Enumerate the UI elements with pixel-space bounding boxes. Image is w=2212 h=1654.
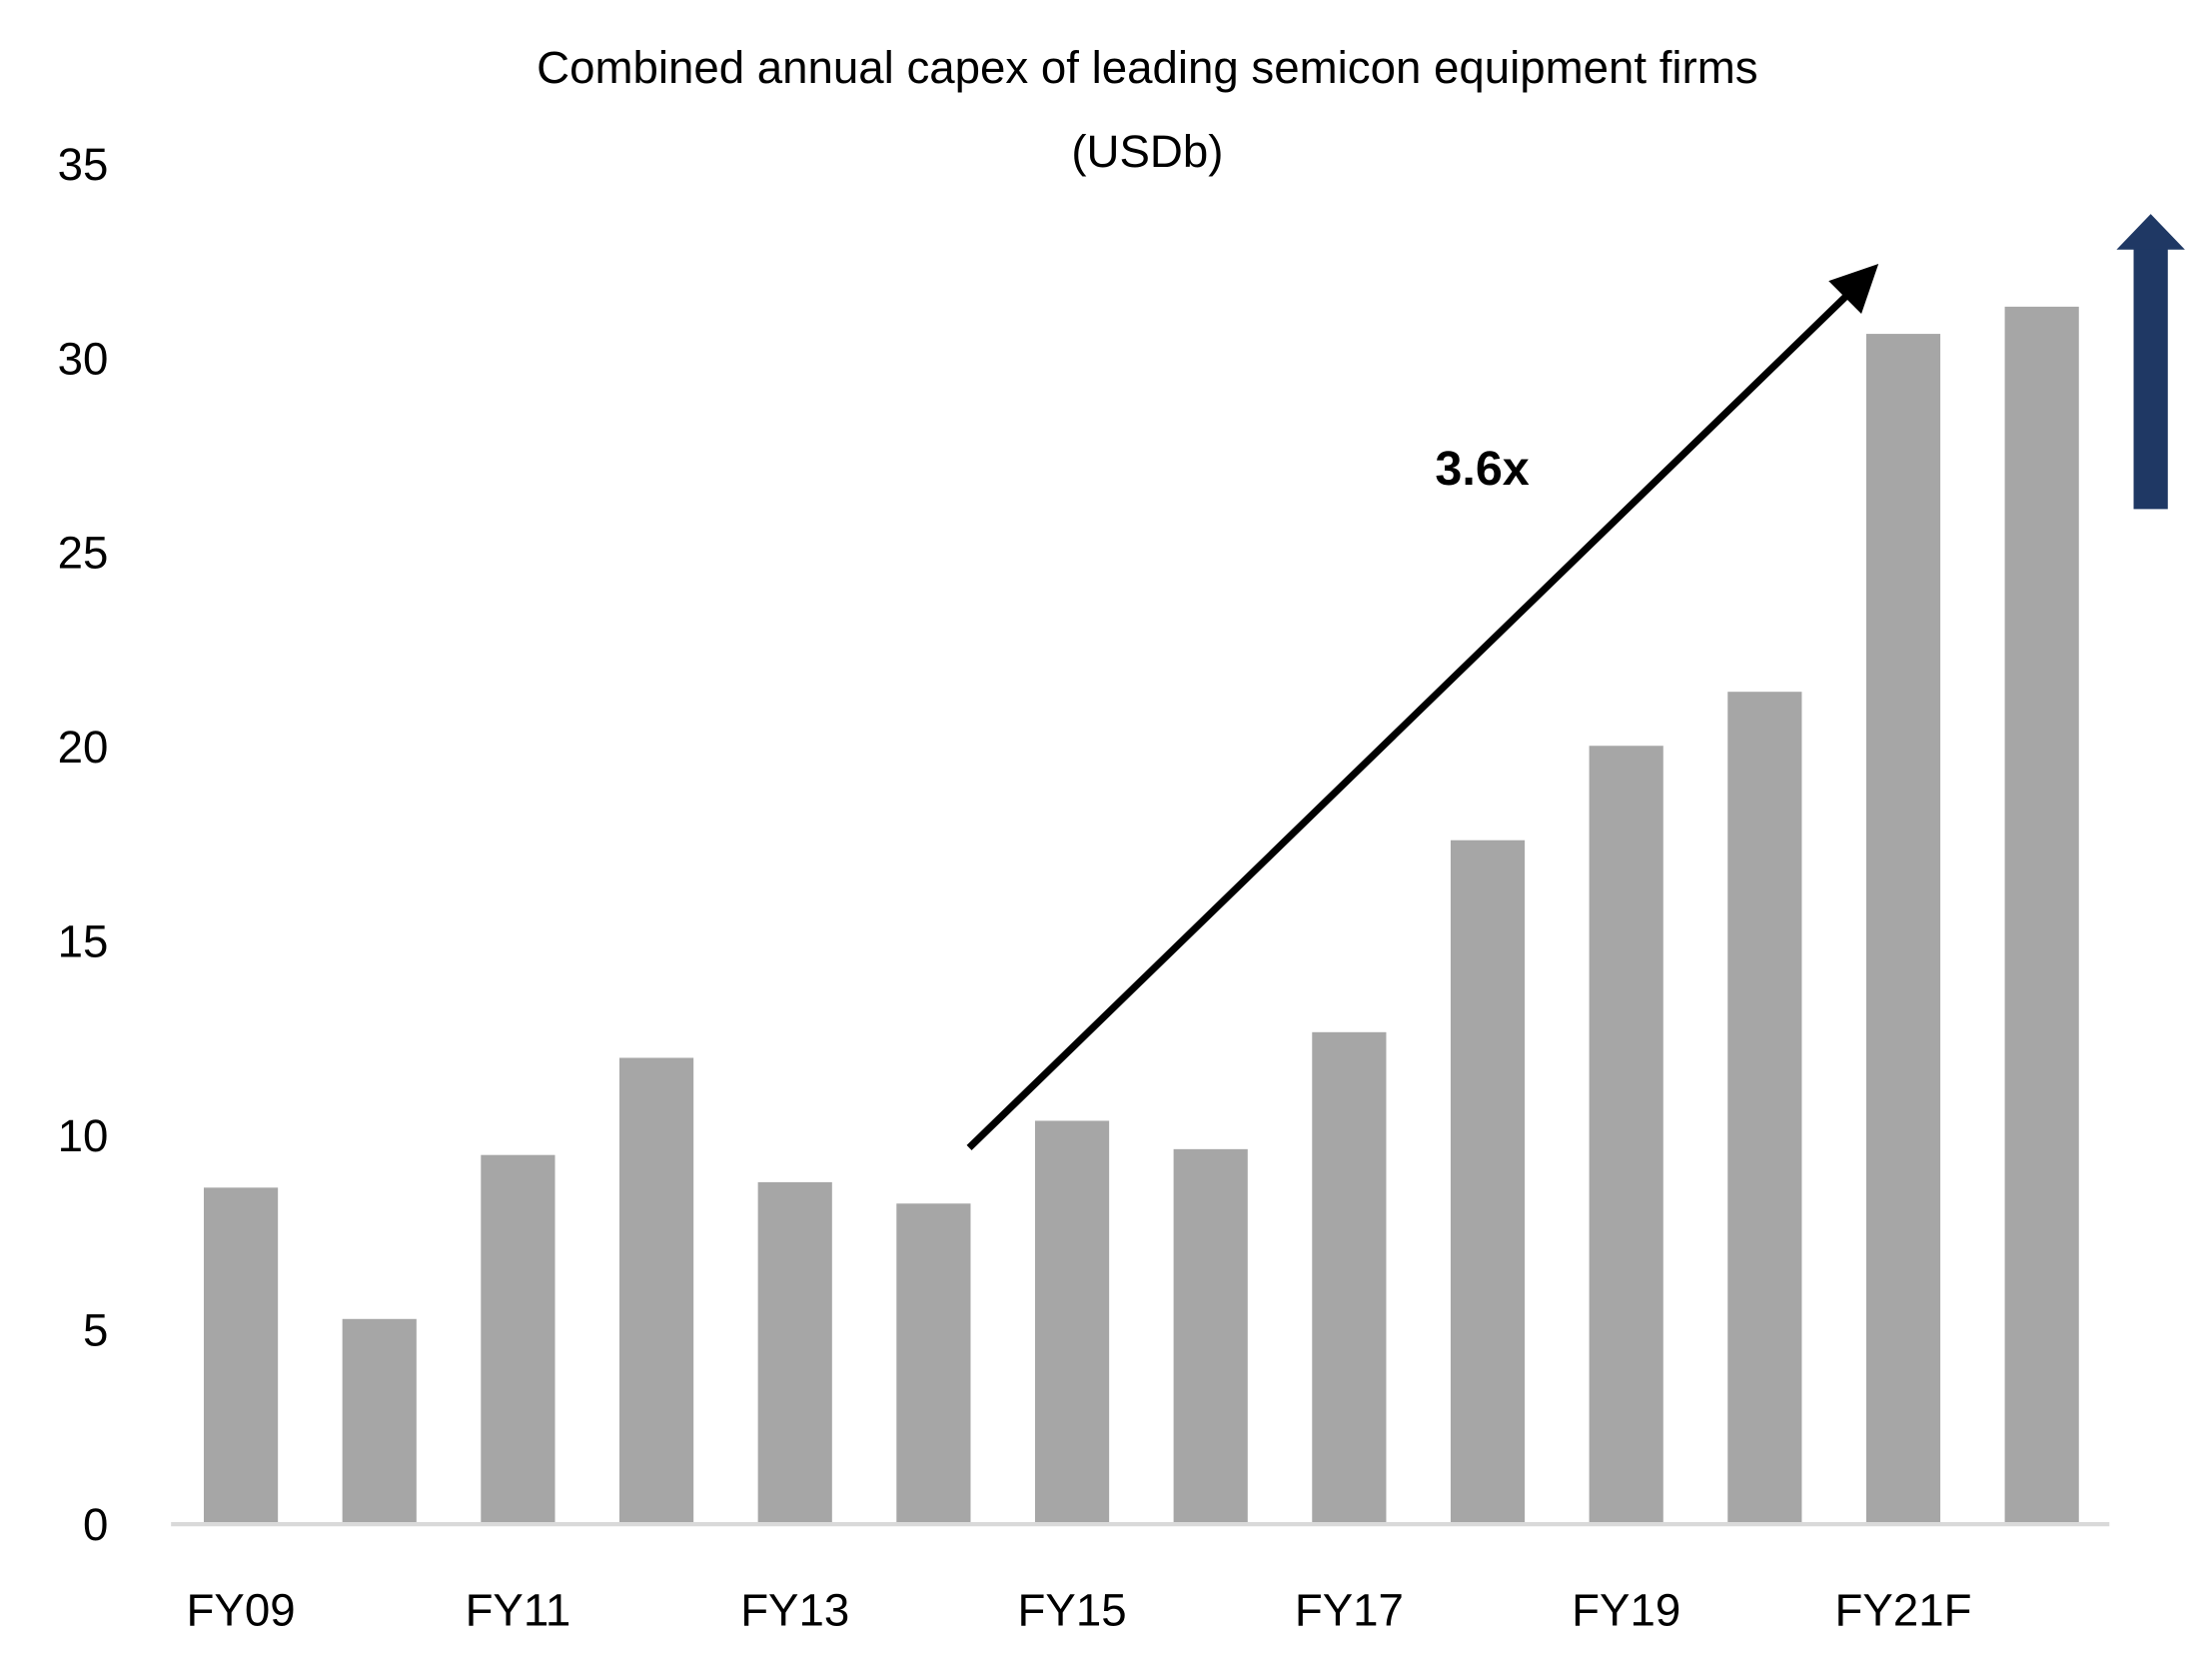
x-tick-label: FY15 bbox=[1018, 1584, 1127, 1635]
bar bbox=[896, 1203, 971, 1525]
y-tick-label: 5 bbox=[83, 1304, 108, 1355]
bar bbox=[1865, 334, 1941, 1525]
x-tick-label: FY19 bbox=[1572, 1584, 1680, 1635]
x-tick-label: FY21F bbox=[1835, 1584, 1972, 1635]
chart-title-line2: (USDb) bbox=[1071, 126, 1223, 177]
x-tick-label: FY17 bbox=[1295, 1584, 1404, 1635]
bar bbox=[203, 1187, 279, 1525]
growth-annotation: 3.6x bbox=[1435, 442, 1529, 496]
x-tick-label: FY13 bbox=[740, 1584, 849, 1635]
x-tick-label: FY11 bbox=[466, 1584, 571, 1635]
bar bbox=[342, 1318, 417, 1525]
y-tick-label: 15 bbox=[58, 916, 109, 967]
y-tick-label: 0 bbox=[83, 1499, 108, 1550]
y-tick-label: 30 bbox=[58, 333, 109, 384]
trend-up-arrow-icon bbox=[2116, 214, 2185, 510]
y-tick-label: 35 bbox=[58, 139, 109, 190]
x-tick-label: FY09 bbox=[187, 1584, 296, 1635]
bar bbox=[1034, 1120, 1110, 1525]
bar bbox=[1589, 746, 1663, 1525]
y-tick-label: 20 bbox=[58, 722, 109, 773]
growth-arrow bbox=[966, 264, 1879, 1151]
y-tick-label: 25 bbox=[58, 528, 109, 579]
bar bbox=[2004, 306, 2079, 1525]
bar bbox=[481, 1154, 555, 1525]
bar bbox=[1450, 839, 1526, 1525]
bar bbox=[1727, 692, 1802, 1525]
growth-arrow-head bbox=[1828, 264, 1879, 314]
bar bbox=[618, 1057, 694, 1525]
bar bbox=[1173, 1148, 1248, 1525]
chart-title-line1: Combined annual capex of leading semicon… bbox=[537, 42, 1757, 93]
bar bbox=[757, 1181, 832, 1525]
y-tick-label: 10 bbox=[58, 1110, 109, 1161]
bar bbox=[1312, 1031, 1387, 1525]
